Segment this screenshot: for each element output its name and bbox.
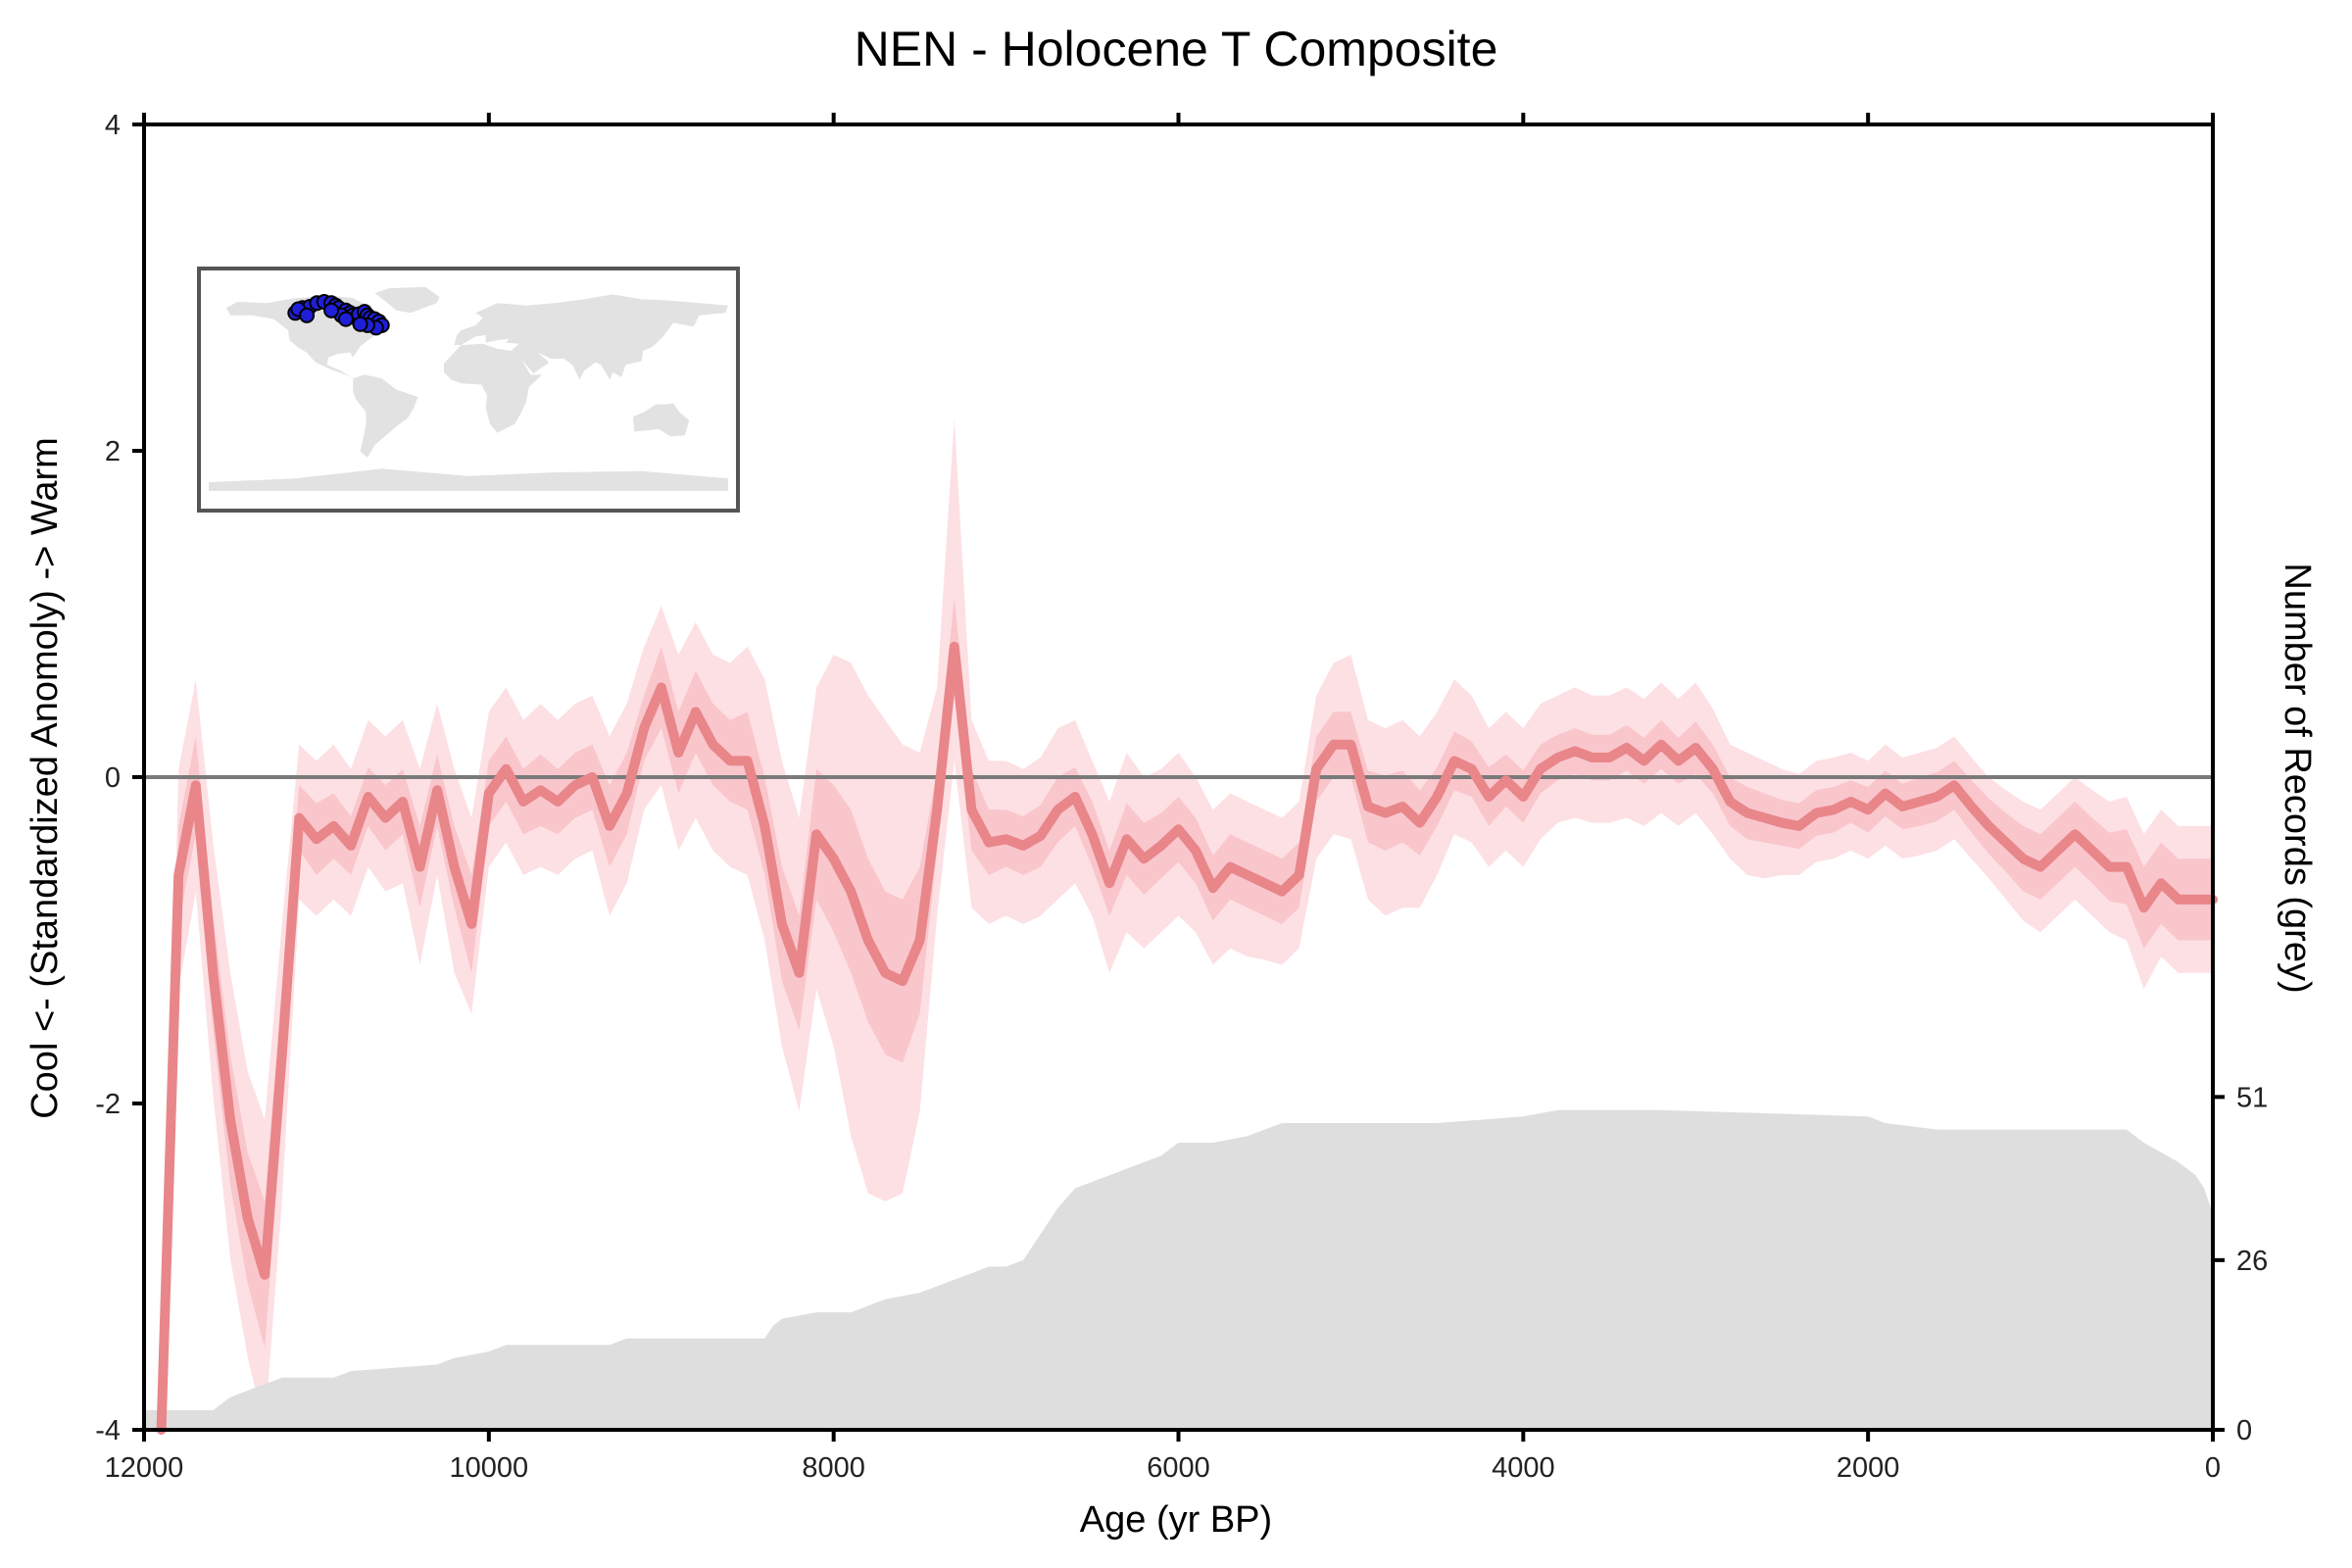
x-tick-label: 8000 — [802, 1452, 865, 1484]
band-outer-area — [161, 417, 2213, 1431]
y-tick-label: 4 — [105, 110, 121, 141]
map-landmass-africa — [444, 343, 543, 433]
x-tick-label: 2000 — [1837, 1452, 1900, 1484]
y-right-tick-label: 26 — [2236, 1246, 2268, 1277]
uncertainty-bands — [161, 417, 2213, 1431]
y-tick-label: -2 — [95, 1089, 121, 1120]
x-tick-label: 6000 — [1147, 1452, 1210, 1484]
y-tick-label: 0 — [105, 762, 121, 794]
map-landmass-eurasia — [454, 294, 728, 380]
map-landmass-australia — [632, 403, 690, 437]
y-axis-title: Cool <- (Standardized Anomoly) -> Warm — [24, 437, 66, 1119]
x-tick-label: 4000 — [1492, 1452, 1555, 1484]
y-tick-label: -4 — [95, 1415, 121, 1446]
y-right-tick-label: 51 — [2236, 1082, 2268, 1113]
x-tick-label: 12000 — [105, 1452, 184, 1484]
chart-title: NEN - Holocene T Composite — [855, 22, 1498, 76]
y-tick-label: 2 — [105, 436, 121, 467]
y-right-tick-label: 0 — [2236, 1415, 2252, 1446]
median-line — [156, 641, 2218, 1435]
record-count-area — [144, 1109, 2213, 1430]
y-right-axis-title: Number of Records (grey) — [2277, 563, 2318, 993]
x-tick-label: 10000 — [450, 1452, 529, 1484]
x-tick-label: 0 — [2205, 1452, 2221, 1484]
record-count-fill — [144, 1109, 2213, 1430]
map-site-marker — [352, 316, 368, 332]
map-landmass-south-america — [353, 374, 418, 458]
map-site-marker — [323, 302, 340, 318]
map-site-marker — [337, 311, 354, 327]
map-landmass-antarctica — [209, 468, 728, 491]
x-axis-title: Age (yr BP) — [1080, 1499, 1272, 1541]
median-series — [156, 641, 2218, 1435]
axes: 12000 10000 8000 6000 4000 2000 0 -4 -2 0 2 4 0 26 51 — [95, 110, 2268, 1484]
site-map-inset — [197, 267, 740, 513]
map-site-marker — [299, 307, 316, 323]
map-landmass-greenland — [374, 286, 440, 314]
